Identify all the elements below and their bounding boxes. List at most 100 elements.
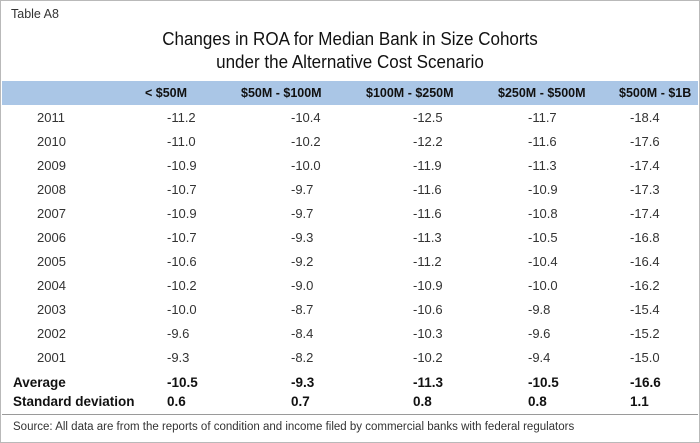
year-cell: 2002 xyxy=(37,326,66,341)
value-cell: -12.5 xyxy=(413,110,443,125)
value-cell: -10.4 xyxy=(528,254,558,269)
value-cell: -11.2 xyxy=(167,110,196,125)
value-cell: -10.7 xyxy=(167,182,197,197)
value-cell: -9.6 xyxy=(167,326,190,341)
table-row: 2003 -10.0 -8.7 -10.6 -9.8 -15.4 xyxy=(1,299,699,321)
value-cell: -10.0 xyxy=(528,278,558,293)
summary-value: -10.5 xyxy=(528,375,559,390)
table-row: 2004 -10.2 -9.0 -10.9 -10.0 -16.2 xyxy=(1,275,699,297)
year-cell: 2001 xyxy=(37,350,66,365)
year-cell: 2005 xyxy=(37,254,66,269)
summary-value: -11.3 xyxy=(413,375,444,390)
value-cell: -10.2 xyxy=(413,350,443,365)
value-cell: -16.4 xyxy=(630,254,660,269)
value-cell: -10.6 xyxy=(167,254,197,269)
value-cell: -8.4 xyxy=(291,326,314,341)
column-header: $50M - $100M xyxy=(241,86,322,100)
standard-deviation-row: Standard deviation 0.6 0.7 0.8 0.8 1.1 xyxy=(1,391,699,413)
summary-value: 0.6 xyxy=(167,394,186,409)
value-cell: -10.9 xyxy=(413,278,443,293)
year-cell: 2011 xyxy=(37,110,65,125)
title-line-1: Changes in ROA for Median Bank in Size C… xyxy=(162,28,538,49)
footer-divider xyxy=(2,414,698,415)
value-cell: -18.4 xyxy=(630,110,660,125)
table-row: 2009 -10.9 -10.0 -11.9 -11.3 -17.4 xyxy=(1,155,699,177)
value-cell: -16.2 xyxy=(630,278,660,293)
value-cell: -10.2 xyxy=(167,278,197,293)
column-header: $250M - $500M xyxy=(498,86,586,100)
value-cell: -11.6 xyxy=(413,206,442,221)
summary-value: 0.8 xyxy=(528,394,547,409)
summary-label: Standard deviation xyxy=(13,394,135,409)
value-cell: -11.3 xyxy=(413,230,442,245)
table-row: 2001 -9.3 -8.2 -10.2 -9.4 -15.0 xyxy=(1,347,699,369)
table-row: 2002 -9.6 -8.4 -10.3 -9.6 -15.2 xyxy=(1,323,699,345)
value-cell: -9.4 xyxy=(528,350,551,365)
value-cell: -11.9 xyxy=(413,158,442,173)
value-cell: -9.7 xyxy=(291,182,314,197)
value-cell: -10.3 xyxy=(413,326,443,341)
summary-value: 0.7 xyxy=(291,394,310,409)
value-cell: -11.0 xyxy=(167,134,196,149)
value-cell: -9.3 xyxy=(291,230,314,245)
value-cell: -17.4 xyxy=(630,158,660,173)
value-cell: -9.0 xyxy=(291,278,314,293)
value-cell: -12.2 xyxy=(413,134,443,149)
value-cell: -11.2 xyxy=(413,254,442,269)
table-title: Changes in ROA for Median Bank in Size C… xyxy=(29,27,671,73)
value-cell: -10.8 xyxy=(528,206,558,221)
value-cell: -10.5 xyxy=(528,230,558,245)
title-line-2: under the Alternative Cost Scenario xyxy=(216,51,484,72)
table-row: 2006 -10.7 -9.3 -11.3 -10.5 -16.8 xyxy=(1,227,699,249)
year-cell: 2006 xyxy=(37,230,66,245)
average-row: Average -10.5 -9.3 -11.3 -10.5 -16.6 xyxy=(1,372,699,394)
table-row: 2011 -11.2 -10.4 -12.5 -11.7 -18.4 xyxy=(1,107,699,129)
year-cell: 2003 xyxy=(37,302,66,317)
column-header-band: < $50M $50M - $100M $100M - $250M $250M … xyxy=(2,81,698,105)
value-cell: -9.2 xyxy=(291,254,314,269)
summary-label: Average xyxy=(13,375,66,390)
value-cell: -9.6 xyxy=(528,326,551,341)
table-row: 2008 -10.7 -9.7 -11.6 -10.9 -17.3 xyxy=(1,179,699,201)
value-cell: -10.9 xyxy=(167,206,197,221)
summary-value: 0.8 xyxy=(413,394,432,409)
value-cell: -10.2 xyxy=(291,134,321,149)
summary-value: -10.5 xyxy=(167,375,198,390)
summary-value: -9.3 xyxy=(291,375,315,390)
value-cell: -10.6 xyxy=(413,302,443,317)
value-cell: -15.4 xyxy=(630,302,660,317)
value-cell: -10.0 xyxy=(167,302,197,317)
year-cell: 2007 xyxy=(37,206,66,221)
value-cell: -10.0 xyxy=(291,158,321,173)
value-cell: -9.3 xyxy=(167,350,190,365)
year-cell: 2010 xyxy=(37,134,66,149)
value-cell: -8.2 xyxy=(291,350,314,365)
value-cell: -10.9 xyxy=(528,182,558,197)
value-cell: -9.8 xyxy=(528,302,551,317)
value-cell: -11.6 xyxy=(413,182,442,197)
value-cell: -10.7 xyxy=(167,230,197,245)
table-label: Table A8 xyxy=(11,7,59,21)
value-cell: -15.2 xyxy=(630,326,660,341)
year-cell: 2009 xyxy=(37,158,66,173)
year-cell: 2008 xyxy=(37,182,66,197)
value-cell: -9.7 xyxy=(291,206,314,221)
table-row: 2007 -10.9 -9.7 -11.6 -10.8 -17.4 xyxy=(1,203,699,225)
column-header: $500M - $1B xyxy=(619,86,692,100)
table-row: 2005 -10.6 -9.2 -11.2 -10.4 -16.4 xyxy=(1,251,699,273)
value-cell: -8.7 xyxy=(291,302,314,317)
value-cell: -17.4 xyxy=(630,206,660,221)
value-cell: -11.6 xyxy=(528,134,557,149)
summary-value: -16.6 xyxy=(630,375,661,390)
value-cell: -17.3 xyxy=(630,182,660,197)
source-note: Source: All data are from the reports of… xyxy=(13,421,575,433)
value-cell: -11.3 xyxy=(528,158,557,173)
value-cell: -11.7 xyxy=(528,110,557,125)
value-cell: -17.6 xyxy=(630,134,660,149)
column-header: < $50M xyxy=(145,86,188,100)
value-cell: -10.4 xyxy=(291,110,321,125)
value-cell: -15.0 xyxy=(630,350,660,365)
table-row: 2010 -11.0 -10.2 -12.2 -11.6 -17.6 xyxy=(1,131,699,153)
column-header: $100M - $250M xyxy=(366,86,454,100)
